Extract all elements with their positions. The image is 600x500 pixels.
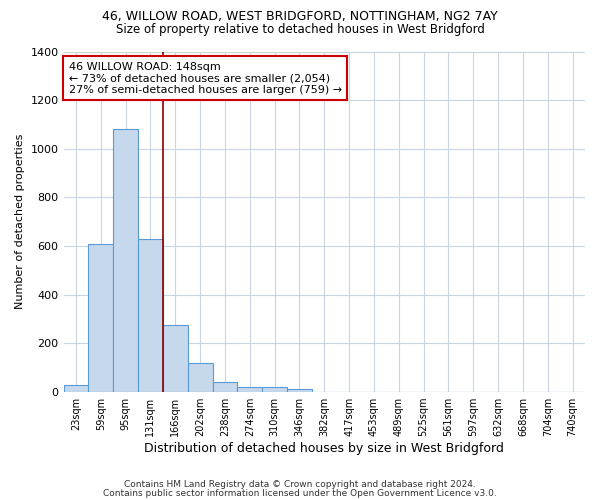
X-axis label: Distribution of detached houses by size in West Bridgford: Distribution of detached houses by size … (145, 442, 504, 455)
Bar (113, 130, 138, 392)
Text: Contains public sector information licensed under the Open Government Licence v3: Contains public sector information licen… (103, 488, 497, 498)
Bar (88, 244, 113, 392)
Text: Size of property relative to detached houses in West Bridgford: Size of property relative to detached ho… (116, 22, 484, 36)
Text: 46, WILLOW ROAD, WEST BRIDGFORD, NOTTINGHAM, NG2 7AY: 46, WILLOW ROAD, WEST BRIDGFORD, NOTTING… (102, 10, 498, 23)
Bar (163, 325, 188, 392)
Bar (238, 386, 262, 392)
Bar (188, 363, 212, 392)
Bar (287, 389, 312, 392)
Text: Contains HM Land Registry data © Crown copyright and database right 2024.: Contains HM Land Registry data © Crown c… (124, 480, 476, 489)
Y-axis label: Number of detached properties: Number of detached properties (15, 134, 25, 310)
Bar (64, 385, 88, 392)
Text: 46 WILLOW ROAD: 148sqm
← 73% of detached houses are smaller (2,054)
27% of semi-: 46 WILLOW ROAD: 148sqm ← 73% of detached… (69, 62, 342, 95)
Bar (212, 382, 238, 392)
Bar (262, 387, 287, 392)
Bar (138, 239, 163, 392)
